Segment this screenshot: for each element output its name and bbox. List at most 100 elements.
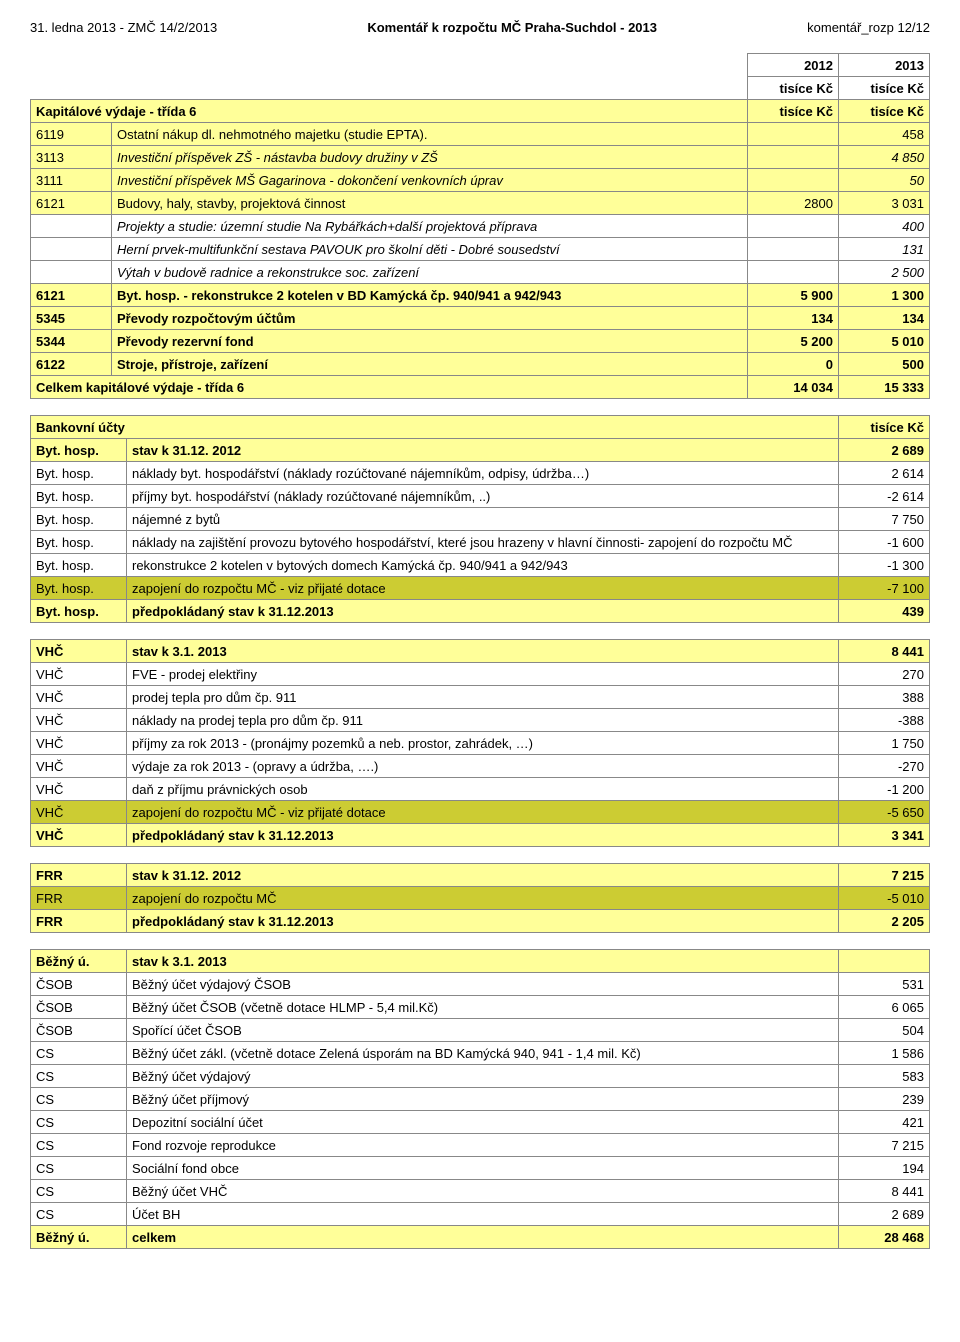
table-row: ČSOBSpořící účet ČSOB504 (31, 1019, 930, 1042)
row-label: Ostatní nákup dl. nehmotného majetku (st… (112, 123, 748, 146)
row-label: předpokládaný stav k 31.12.2013 (127, 824, 839, 847)
row-code: FRR (31, 864, 127, 887)
row-val-2012 (748, 238, 839, 261)
total-2013: 15 333 (839, 376, 930, 399)
row-value: -5 650 (839, 801, 930, 824)
row-label: Sociální fond obce (127, 1157, 839, 1180)
row-label: Běžný účet VHČ (127, 1180, 839, 1203)
table-row: Byt. hosp.náklady byt. hospodářství (nák… (31, 462, 930, 485)
table-row: VHČvýdaje za rok 2013 - (opravy a údržba… (31, 755, 930, 778)
row-code: Byt. hosp. (31, 485, 127, 508)
table-row: CSSociální fond obce194 (31, 1157, 930, 1180)
header-center: Komentář k rozpočtu MČ Praha-Suchdol - 2… (367, 20, 657, 35)
row-code: CS (31, 1157, 127, 1180)
table-row: VHČpříjmy za rok 2013 - (pronájmy pozemk… (31, 732, 930, 755)
row-value: 7 215 (839, 1134, 930, 1157)
row-code: CS (31, 1180, 127, 1203)
row-value: -270 (839, 755, 930, 778)
row-code: VHČ (31, 663, 127, 686)
row-code: ČSOB (31, 973, 127, 996)
row-value: 531 (839, 973, 930, 996)
table-row: Běžný ú.stav k 3.1. 2013 (31, 950, 930, 973)
table-row: FRRstav k 31.12. 20127 215 (31, 864, 930, 887)
row-val-2013: 400 (839, 215, 930, 238)
row-label: Běžný účet výdajový ČSOB (127, 973, 839, 996)
row-val-2013: 3 031 (839, 192, 930, 215)
table-row: VHČzapojení do rozpočtu MČ - viz přijaté… (31, 801, 930, 824)
row-label: Fond rozvoje reprodukce (127, 1134, 839, 1157)
table-row: 5344Převody rezervní fond5 2005 010 (31, 330, 930, 353)
table-row: CSBěžný účet zákl. (včetně dotace Zelená… (31, 1042, 930, 1065)
table-row: CSBěžný účet VHČ8 441 (31, 1180, 930, 1203)
row-val-2012 (748, 123, 839, 146)
row-code: FRR (31, 910, 127, 933)
row-label: Projekty a studie: územní studie Na Rybá… (112, 215, 748, 238)
table-row: 6119Ostatní nákup dl. nehmotného majetku… (31, 123, 930, 146)
row-label: stav k 3.1. 2013 (127, 950, 839, 973)
row-value: 583 (839, 1065, 930, 1088)
table-row: CSÚčet BH2 689 (31, 1203, 930, 1226)
row-value: 3 341 (839, 824, 930, 847)
row-code: Byt. hosp. (31, 462, 127, 485)
row-val-2012: 2800 (748, 192, 839, 215)
page-header: 31. ledna 2013 - ZMČ 14/2/2013 Komentář … (30, 20, 930, 35)
table-row: CSFond rozvoje reprodukce7 215 (31, 1134, 930, 1157)
row-label: nájemné z bytů (127, 508, 839, 531)
row-code: Byt. hosp. (31, 439, 127, 462)
row-label: Běžný účet příjmový (127, 1088, 839, 1111)
row-value: 239 (839, 1088, 930, 1111)
row-code (31, 238, 112, 261)
row-label: Běžný účet výdajový (127, 1065, 839, 1088)
table-row: ČSOBBěžný účet výdajový ČSOB531 (31, 973, 930, 996)
row-code: Byt. hosp. (31, 600, 127, 623)
row-label: zapojení do rozpočtu MČ (127, 887, 839, 910)
total-label: Celkem kapitálové výdaje - třída 6 (31, 376, 748, 399)
row-code: FRR (31, 887, 127, 910)
bank-accounts-table: Bankovní účty tisíce Kč Byt. hosp.stav k… (30, 415, 930, 623)
row-val-2013: 4 850 (839, 146, 930, 169)
row-value: -1 200 (839, 778, 930, 801)
row-code: VHČ (31, 709, 127, 732)
row-label: prodej tepla pro dům čp. 911 (127, 686, 839, 709)
row-label: Depozitní sociální účet (127, 1111, 839, 1134)
row-val-2012: 0 (748, 353, 839, 376)
row-label: Výtah v budově radnice a rekonstrukce so… (112, 261, 748, 284)
unit-label: tisíce Kč (839, 77, 930, 100)
bank-accounts-title: Bankovní účty (31, 416, 839, 439)
row-label: Investiční příspěvek MŠ Gagarinova - dok… (112, 169, 748, 192)
row-label: Investiční příspěvek ZŠ - nástavba budov… (112, 146, 748, 169)
row-label: Spořící účet ČSOB (127, 1019, 839, 1042)
row-label: příjmy za rok 2013 - (pronájmy pozemků a… (127, 732, 839, 755)
row-value: -5 010 (839, 887, 930, 910)
row-value: 504 (839, 1019, 930, 1042)
row-label: Stroje, přístroje, zařízení (112, 353, 748, 376)
row-value: -388 (839, 709, 930, 732)
table-row: 6122Stroje, přístroje, zařízení0500 (31, 353, 930, 376)
table-row: Výtah v budově radnice a rekonstrukce so… (31, 261, 930, 284)
row-val-2012 (748, 215, 839, 238)
row-val-2012: 5 900 (748, 284, 839, 307)
row-code: 3113 (31, 146, 112, 169)
row-val-2013: 50 (839, 169, 930, 192)
row-code: CS (31, 1042, 127, 1065)
table-row: Byt. hosp.stav k 31.12. 20122 689 (31, 439, 930, 462)
table-row: 6121Budovy, haly, stavby, projektová čin… (31, 192, 930, 215)
row-label: Účet BH (127, 1203, 839, 1226)
row-code: VHČ (31, 686, 127, 709)
row-label: příjmy byt. hospodářství (náklady rozúčt… (127, 485, 839, 508)
row-label: Herní prvek-multifunkční sestava PAVOUK … (112, 238, 748, 261)
row-code: 6119 (31, 123, 112, 146)
frr-table: FRRstav k 31.12. 20127 215FRRzapojení do… (30, 863, 930, 933)
row-label: daň z příjmu právnických osob (127, 778, 839, 801)
row-code (31, 215, 112, 238)
table-row: FRRpředpokládaný stav k 31.12.20132 205 (31, 910, 930, 933)
header-left: 31. ledna 2013 - ZMČ 14/2/2013 (30, 20, 217, 35)
row-code: VHČ (31, 640, 127, 663)
row-label: Byt. hosp. - rekonstrukce 2 kotelen v BD… (112, 284, 748, 307)
row-code: 5344 (31, 330, 112, 353)
row-code: VHČ (31, 732, 127, 755)
row-code: ČSOB (31, 996, 127, 1019)
row-code: 6121 (31, 192, 112, 215)
row-value: 8 441 (839, 640, 930, 663)
header-right: komentář_rozp 12/12 (807, 20, 930, 35)
